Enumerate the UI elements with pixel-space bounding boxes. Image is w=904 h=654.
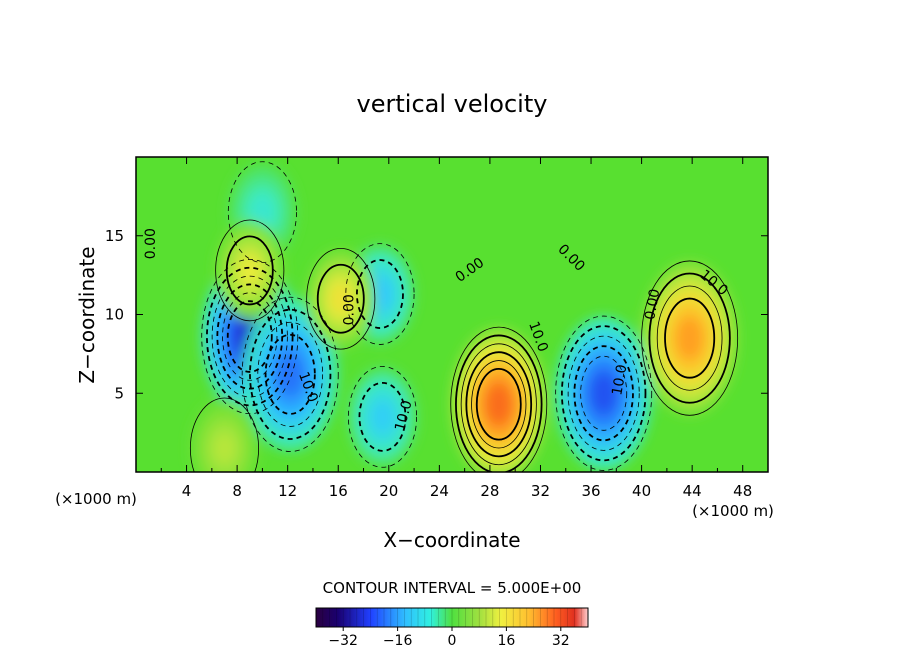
negative-contour: [211, 275, 288, 398]
colorbar-tick-label: 0: [448, 633, 457, 649]
negative-contour: [222, 292, 278, 381]
chart-title: vertical velocity: [357, 90, 548, 118]
x-tick-label: 48: [733, 482, 752, 500]
contour-label: 10.0: [609, 363, 630, 396]
x-tick-label: 40: [632, 482, 651, 500]
positive-contour: [215, 219, 285, 322]
positive-contour: [471, 360, 527, 449]
positive-contour: [475, 368, 522, 441]
negative-contour: [358, 381, 407, 452]
positive-contour: [656, 285, 723, 391]
negative-contour: [573, 345, 634, 442]
negative-contour: [201, 258, 299, 415]
colorbar-tick-label: 32: [552, 633, 570, 649]
negative-contour: [345, 243, 415, 345]
contour-label: 0.00: [143, 228, 159, 259]
negative-contour: [206, 266, 294, 407]
negative-contour: [555, 315, 653, 471]
x-tick-label: 32: [531, 482, 550, 500]
positive-contour: [316, 263, 365, 334]
field-shade-level: [485, 382, 513, 427]
x-tick-label: 24: [430, 482, 449, 500]
plot-area: 0.000.000.00 0.000.0010.010.010.010.010.0…: [105, 156, 769, 500]
colorbar: −32 −16 0 16 32: [315, 607, 589, 649]
x-tick-label: 20: [379, 482, 398, 500]
positive-contour: [306, 247, 376, 350]
colorbar-tick-label: 16: [497, 633, 515, 649]
field-shade-level: [675, 316, 704, 360]
negative-contour: [580, 355, 628, 431]
contour-interval-label: CONTOUR INTERVAL = 5.000E+00: [323, 579, 582, 597]
positive-contour: [460, 343, 537, 466]
y-axis-label: Z−coordinate: [75, 246, 99, 383]
positive-contour: [648, 272, 731, 404]
x-tick-label: 28: [480, 482, 499, 500]
x-tick-label: 8: [232, 482, 242, 500]
positive-contour: [225, 235, 274, 306]
colorbar-tick-label: −32: [328, 633, 358, 649]
colorbar-stripes: [322, 608, 582, 627]
positive-contour: [641, 260, 739, 416]
y-axis-ticks: 5 10 15: [105, 227, 768, 402]
x-unit-right: (×1000 m): [692, 502, 774, 520]
negative-contour: [227, 161, 297, 263]
contour-label: 10.0: [392, 399, 416, 433]
negative-contour: [567, 335, 640, 451]
contour-label: 0.00: [341, 294, 357, 325]
contour-label: 0.00: [642, 288, 663, 321]
x-axis-label: X−coordinate: [383, 528, 520, 552]
positive-contour: [450, 326, 548, 472]
positive-contour: [664, 297, 716, 379]
field-shade-level: [214, 434, 235, 463]
x-tick-label: 36: [581, 482, 600, 500]
negative-contour: [241, 296, 339, 452]
negative-contour: [560, 325, 647, 462]
x-tick-label: 16: [329, 482, 348, 500]
x-tick-label: 44: [683, 482, 702, 500]
x-axis-ticks: 4 8 12 16 20 24 28 32 36 40 44 48: [160, 157, 752, 500]
y-tick-label: 10: [105, 306, 124, 324]
negative-contour: [356, 259, 404, 329]
negative-contour: [257, 321, 324, 427]
y-tick-label: 15: [105, 227, 124, 245]
field-shade-level: [239, 256, 260, 285]
positive-contour: [189, 397, 259, 472]
x-tick-label: 4: [182, 482, 192, 500]
colorbar-ticks: −32 −16 0 16 32: [328, 627, 570, 649]
negative-contour: [347, 366, 418, 468]
positive-contour: [455, 334, 543, 472]
negative-contour: [226, 300, 273, 373]
y-tick-label: 5: [114, 384, 124, 402]
contour-lines: [189, 161, 739, 472]
x-unit-left: (×1000 m): [55, 490, 137, 508]
field-shade-level: [590, 371, 618, 415]
colorbar-tick-label: −16: [383, 633, 413, 649]
negative-contour: [264, 333, 316, 415]
field-shade-level: [252, 197, 273, 227]
negative-contour: [249, 308, 332, 440]
x-tick-label: 12: [278, 482, 297, 500]
field-shade-level: [372, 402, 393, 432]
positive-contour: [465, 351, 533, 458]
